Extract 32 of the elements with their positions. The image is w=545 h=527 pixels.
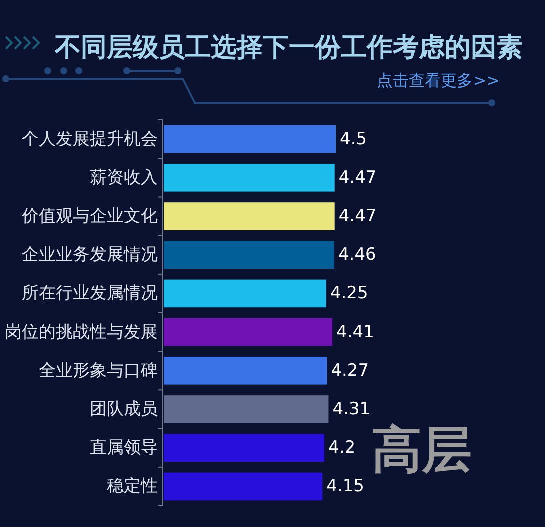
chart-title: 不同层级员工选择下一份工作考虑的因素 [54,33,523,63]
bar [164,396,329,424]
bar [164,164,335,192]
y-tick-label: 全业形象与口碑 [39,360,158,381]
bar [164,318,333,346]
y-tick-label: 企业业务发展情况 [22,245,158,266]
data-label: 4.46 [338,245,376,266]
bar [164,202,335,230]
y-tick-label: 直属领导 [90,438,158,458]
y-tick-label: 个人发展提升机会 [22,129,158,150]
bar [164,472,323,501]
bar [164,434,325,462]
y-tick-label: 岗位的挑战性与发展 [5,322,158,342]
bar [164,125,336,154]
data-label: 4.27 [331,360,370,381]
y-tick-label: 所在行业发属情况 [22,284,158,304]
bar [164,357,328,385]
y-tick-label: 薪资收入 [90,168,158,188]
data-label: 4.31 [332,400,371,420]
data-label: 4.47 [338,168,377,188]
text: 点击查看更多>> [377,71,500,90]
y-tick-label: 团队成员 [90,400,158,420]
data-label: 4.5 [340,129,368,150]
y-tick-label: 稳定性 [107,476,158,497]
data-label: 4.41 [336,322,374,342]
bar [164,280,326,308]
y-tick-label: 价值观与企业文化 [21,206,158,226]
data-label: 4.25 [330,284,368,304]
data-label: 4.2 [328,438,356,458]
bar [164,241,334,269]
data-label: 4.15 [326,476,364,497]
data-label: 4.47 [338,206,377,226]
